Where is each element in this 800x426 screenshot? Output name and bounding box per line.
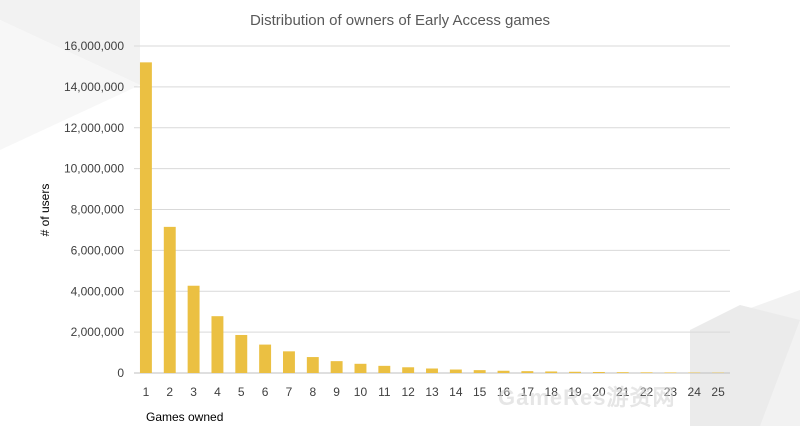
bg-shape-left xyxy=(0,20,140,150)
bar-12 xyxy=(402,367,415,373)
watermark: GameRes游资网 xyxy=(498,385,676,410)
x-tick-label: 1 xyxy=(143,385,150,399)
x-tick-label: 13 xyxy=(425,385,439,399)
chart-title: Distribution of owners of Early Access g… xyxy=(249,12,551,29)
x-axis-label: Games owned xyxy=(146,410,224,424)
x-tick-label: 24 xyxy=(688,385,702,399)
y-tick-label: 6,000,000 xyxy=(71,243,125,257)
bar-1 xyxy=(139,62,152,373)
bar-5 xyxy=(235,334,248,373)
bar-22 xyxy=(640,372,653,373)
x-tick-label: 10 xyxy=(354,385,368,399)
bar-16 xyxy=(497,370,510,373)
x-tick-label: 15 xyxy=(473,385,487,399)
x-tick-label: 7 xyxy=(286,385,293,399)
x-tick-label: 19 xyxy=(568,385,582,399)
x-tick-label: 2 xyxy=(166,385,173,399)
x-tick-label: 23 xyxy=(664,385,678,399)
x-tick-label: 20 xyxy=(592,385,606,399)
x-tick-label: 25 xyxy=(711,385,725,399)
y-axis-label: # of users xyxy=(38,183,52,237)
bg-shape-top-left xyxy=(0,0,140,85)
x-tick-label: 5 xyxy=(238,385,245,399)
x-tick-label: 22 xyxy=(640,385,654,399)
x-tick-label: 17 xyxy=(521,385,535,399)
bar-6 xyxy=(259,344,272,373)
bar-19 xyxy=(569,371,581,373)
x-tick-label: 12 xyxy=(401,385,415,399)
bg-shape-bottom-right-inner xyxy=(690,305,800,426)
bar-2 xyxy=(163,226,176,373)
x-tick-label: 18 xyxy=(545,385,559,399)
bar-3 xyxy=(187,285,200,373)
x-tick-label: 14 xyxy=(449,385,463,399)
bar-20 xyxy=(592,371,605,373)
bars xyxy=(139,62,725,373)
bar-15 xyxy=(473,370,486,373)
bar-13 xyxy=(426,368,438,373)
bar-23 xyxy=(664,372,677,373)
bar-17 xyxy=(521,371,534,373)
bar-21 xyxy=(616,372,629,373)
bar-4 xyxy=(211,316,224,373)
y-tick-label: 12,000,000 xyxy=(64,121,124,135)
x-tick-labels: 1 2 3 4 5 6 7 8 9 10 11 12 13 14 15 16 17 18 19 20 21 22 23 24 2… xyxy=(143,385,725,399)
bar-18 xyxy=(545,371,558,373)
x-tick-label: 6 xyxy=(262,385,269,399)
y-tick-label: 4,000,000 xyxy=(71,284,125,298)
bar-10 xyxy=(354,363,367,373)
bar-11 xyxy=(378,365,391,373)
x-tick-label: 9 xyxy=(333,385,340,399)
x-tick-label: 21 xyxy=(616,385,630,399)
bar-8 xyxy=(306,357,319,373)
y-tick-label: 16,000,000 xyxy=(64,39,124,53)
y-tick-label: 14,000,000 xyxy=(64,80,124,94)
grid-lines xyxy=(134,45,730,374)
bar-14 xyxy=(449,369,462,373)
x-tick-label: 11 xyxy=(378,385,391,399)
x-tick-label: 16 xyxy=(497,385,511,399)
bar-7 xyxy=(283,351,295,373)
y-tick-label: 2,000,000 xyxy=(71,325,125,339)
y-tick-label: 8,000,000 xyxy=(71,203,125,217)
x-tick-label: 4 xyxy=(214,385,221,399)
y-tick-label: 10,000,000 xyxy=(64,162,124,176)
y-tick-label: 0 xyxy=(117,366,124,380)
bar-9 xyxy=(330,361,343,373)
y-tick-labels: 0 2,000,000 4,000,000 6,000,000 8,000,000 10,… xyxy=(64,39,124,380)
x-tick-label: 8 xyxy=(309,385,316,399)
x-tick-label: 3 xyxy=(190,385,197,399)
